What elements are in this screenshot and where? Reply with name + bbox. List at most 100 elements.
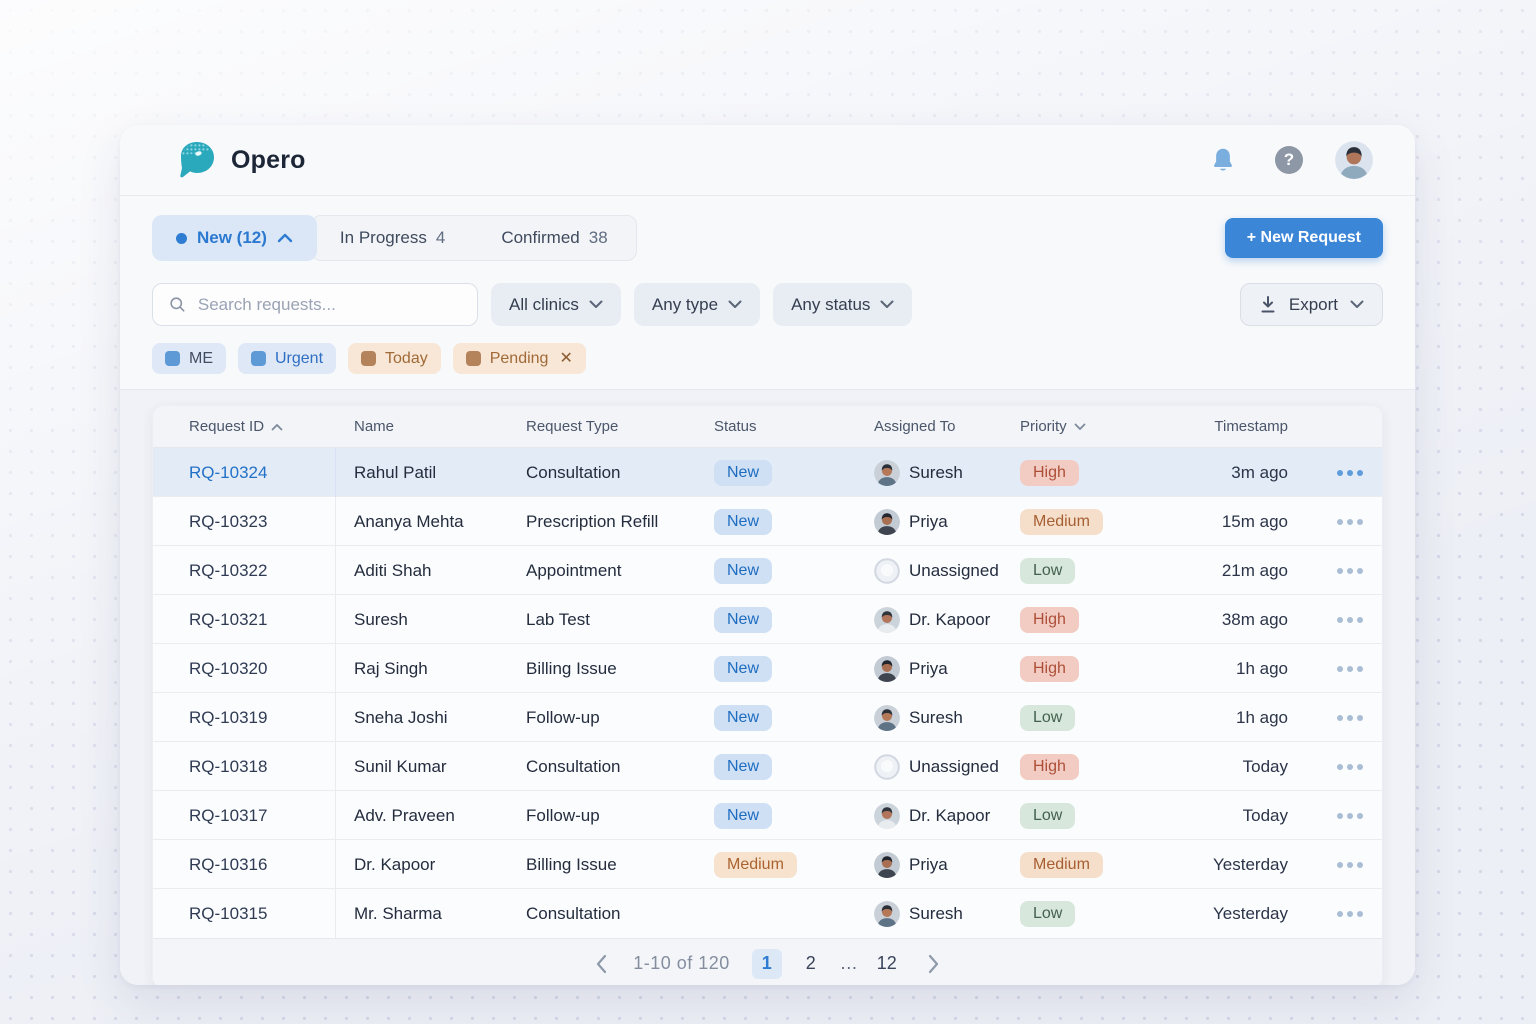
row-actions-menu-icon[interactable] — [1331, 511, 1369, 533]
search-box[interactable] — [152, 283, 478, 326]
type-select[interactable]: Any type — [633, 283, 761, 326]
status-badge: New — [714, 557, 773, 584]
unassigned-avatar-icon — [874, 753, 900, 780]
tab-confirmed[interactable]: Confirmed 38 — [473, 216, 635, 260]
tab-in-progress[interactable]: In Progress 4 — [312, 216, 473, 260]
row-actions-menu-icon[interactable] — [1331, 658, 1369, 680]
table-row[interactable]: RQ-10315 Mr. Sharma Consultation Suresh Low Y… — [153, 889, 1382, 938]
row-actions-menu-icon[interactable] — [1331, 560, 1369, 582]
request-name: Dr. Kapoor — [354, 854, 436, 874]
priority-cell: Low — [1002, 557, 1170, 584]
status-cell: New — [696, 606, 856, 633]
status-select[interactable]: Any status — [773, 283, 913, 326]
request-id-link[interactable]: RQ-10322 — [153, 546, 336, 595]
request-id-link[interactable]: RQ-10323 — [153, 497, 336, 546]
filter-chip-me[interactable]: ME — [152, 343, 226, 374]
person-avatar-icon — [1335, 141, 1373, 179]
page-button-1[interactable]: 1 — [751, 948, 782, 979]
active-tab-dot-icon — [176, 232, 187, 244]
tabs: New (12) In Progress 4 Confirmed 38 — [152, 215, 637, 261]
priority-badge: High — [1020, 459, 1079, 486]
tab-label: Confirmed — [501, 228, 580, 247]
request-id-link[interactable]: RQ-10316 — [153, 840, 336, 889]
column-header-label: Assigned To — [874, 418, 956, 435]
table-row[interactable]: RQ-10324 Rahul Patil Consultation New Suresh… — [153, 448, 1382, 497]
status-cell: New — [696, 802, 856, 829]
request-id-link[interactable]: RQ-10321 — [153, 595, 336, 644]
row-actions-menu-icon[interactable] — [1331, 756, 1369, 778]
assignee-name: Unassigned — [909, 560, 999, 580]
clinics-select[interactable]: All clinics — [491, 283, 621, 326]
table-row[interactable]: RQ-10317 Adv. Praveen Follow-up New Dr. Kapo… — [153, 791, 1382, 840]
tab-new[interactable]: New (12) — [152, 215, 317, 261]
request-id-link[interactable]: RQ-10320 — [153, 644, 336, 693]
help-icon[interactable]: ? — [1269, 140, 1309, 180]
person-avatar-icon — [874, 655, 900, 682]
request-id-link[interactable]: RQ-10317 — [153, 791, 336, 840]
row-actions-menu-icon[interactable] — [1331, 903, 1369, 925]
page-button-2[interactable]: 2 — [796, 949, 826, 979]
status-cell: New — [696, 508, 856, 535]
row-actions-menu-icon[interactable] — [1331, 707, 1369, 729]
assignee-name: Suresh — [909, 462, 963, 482]
next-page-icon[interactable] — [924, 950, 944, 978]
new-request-button[interactable]: + New Request — [1224, 218, 1383, 258]
chip-close-icon[interactable]: ✕ — [559, 349, 573, 367]
timestamp: Yesterday — [1213, 903, 1288, 923]
table-row[interactable]: RQ-10318 Sunil Kumar Consultation New Unassi… — [153, 742, 1382, 791]
table-row[interactable]: RQ-10323 Ananya Mehta Prescription Refill N… — [153, 497, 1382, 546]
row-actions-menu-icon[interactable] — [1331, 805, 1369, 827]
column-header-request-type[interactable]: Request Type — [508, 418, 696, 435]
status-select-label: Any status — [791, 294, 871, 314]
chip-swatch-icon — [165, 351, 180, 366]
row-actions-menu-icon[interactable] — [1331, 854, 1369, 876]
export-button[interactable]: Export — [1239, 283, 1383, 326]
request-type: Consultation — [526, 462, 621, 482]
column-header-assigned-to[interactable]: Assigned To — [856, 418, 1002, 435]
column-header-priority[interactable]: Priority — [1002, 418, 1170, 435]
request-name: Ananya Mehta — [354, 511, 464, 531]
notification-bell-icon[interactable] — [1203, 140, 1243, 180]
request-id-link[interactable]: RQ-10319 — [153, 693, 336, 742]
filter-chips-row: ME Urgent Today Pending ✕ — [152, 343, 1383, 374]
assigned-cell: Dr. Kapoor — [856, 802, 1002, 829]
filter-chip-pending[interactable]: Pending ✕ — [452, 343, 586, 374]
filter-chip-today[interactable]: Today — [348, 343, 441, 374]
table-row[interactable]: RQ-10316 Dr. Kapoor Billing Issue Medium Pri… — [153, 840, 1382, 889]
sort-desc-icon — [1074, 423, 1086, 430]
table-row[interactable]: RQ-10322 Aditi Shah Appointment New Unassign… — [153, 546, 1382, 595]
priority-badge: Low — [1020, 802, 1076, 829]
status-badge: New — [714, 802, 773, 829]
status-cell: New — [696, 753, 856, 780]
column-header-timestamp[interactable]: Timestamp — [1170, 418, 1318, 435]
user-avatar[interactable] — [1335, 141, 1373, 179]
priority-badge: Low — [1020, 900, 1076, 927]
timestamp: 21m ago — [1221, 560, 1288, 580]
column-header-request-id[interactable]: Request ID — [153, 418, 336, 435]
priority-cell: Low — [1002, 900, 1170, 927]
table-row[interactable]: RQ-10320 Raj Singh Billing Issue New Priya Hi… — [153, 644, 1382, 693]
request-name: Raj Singh — [354, 658, 428, 678]
request-type: Appointment — [526, 560, 622, 580]
person-avatar-icon — [874, 851, 900, 878]
prev-page-icon[interactable] — [591, 950, 611, 978]
assignee-name: Suresh — [909, 707, 963, 727]
column-header-name[interactable]: Name — [336, 418, 508, 435]
column-header-label: Request Type — [526, 418, 619, 435]
table-row[interactable]: RQ-10319 Sneha Joshi Follow-up New Suresh Low… — [153, 693, 1382, 742]
request-name: Adv. Praveen — [354, 805, 455, 825]
priority-badge: Low — [1020, 704, 1076, 731]
request-id-link[interactable]: RQ-10315 — [153, 889, 336, 938]
priority-badge: High — [1020, 753, 1079, 780]
filter-chip-urgent[interactable]: Urgent — [238, 343, 337, 374]
column-header-status[interactable]: Status — [696, 418, 856, 435]
request-id-link[interactable]: RQ-10318 — [153, 742, 336, 791]
table-row[interactable]: RQ-10321 Suresh Lab Test New Dr. Kapoor High 3… — [153, 595, 1382, 644]
page-ellipsis: … — [839, 953, 858, 973]
row-actions-menu-icon[interactable] — [1331, 609, 1369, 631]
request-id-link[interactable]: RQ-10324 — [153, 448, 336, 497]
search-input[interactable] — [197, 294, 462, 315]
request-name: Sneha Joshi — [354, 707, 448, 727]
row-actions-menu-icon[interactable] — [1331, 462, 1369, 484]
page-button-12[interactable]: 12 — [872, 949, 902, 979]
